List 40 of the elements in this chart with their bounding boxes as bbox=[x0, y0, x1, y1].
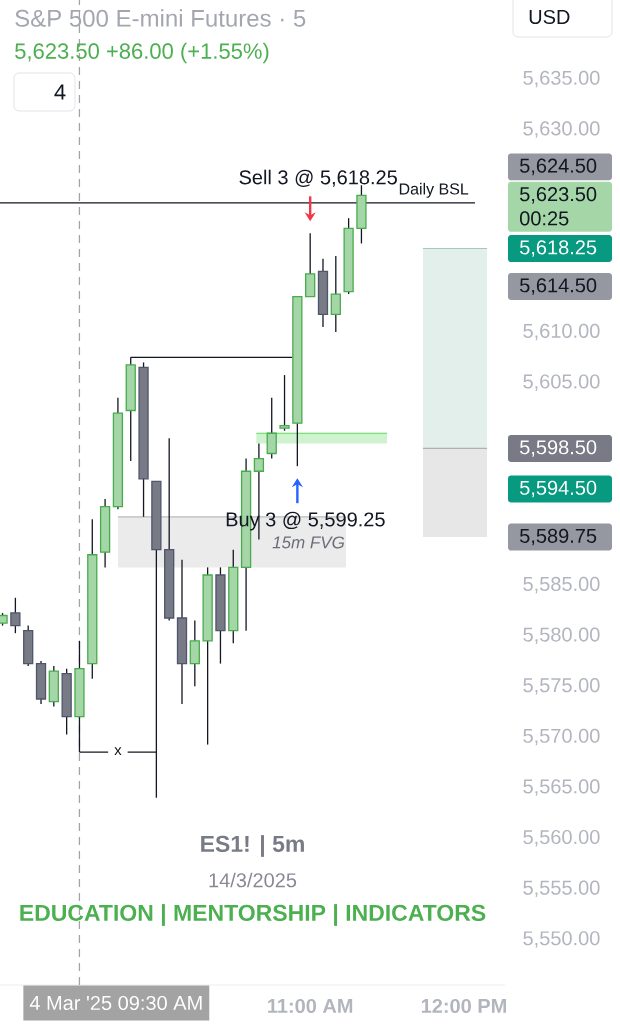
candlestick bbox=[330, 255, 341, 333]
candlestick bbox=[266, 397, 277, 460]
y-tick-label: 5,585.00 bbox=[523, 576, 600, 594]
annotation: x bbox=[114, 747, 122, 756]
text: USD bbox=[529, 9, 570, 25]
annotation: EDUCATION | MENTORSHIP | INDICATORS bbox=[20, 904, 486, 926]
text: 5,623.50 +86.00 (+1.55%) bbox=[15, 42, 269, 64]
annotation: 14/3/2025 bbox=[209, 872, 297, 888]
y-tick-label: 5,623.50 bbox=[520, 187, 597, 204]
chart-title: S&P 500 E-mini Futures · 5 bbox=[15, 9, 306, 27]
y-tick-label: 5,560.00 bbox=[523, 829, 600, 847]
y-tick-label: 5,589.75 bbox=[520, 528, 597, 546]
candlestick bbox=[189, 619, 200, 687]
series-label: 15m FVG bbox=[272, 536, 345, 549]
x-tick-label: 11:00 AM bbox=[268, 998, 353, 1014]
y-tick-label: 5,550.00 bbox=[523, 931, 600, 948]
y-tick-label: 5,618.25 bbox=[520, 240, 597, 257]
y-tick-label: 5,594.50 bbox=[520, 480, 597, 498]
candlestick bbox=[10, 597, 21, 634]
y-tick-label: 5,605.00 bbox=[523, 374, 600, 391]
y-tick-label: 5,610.00 bbox=[523, 323, 600, 341]
candlestick bbox=[305, 232, 316, 298]
y-tick-label: 5,565.00 bbox=[523, 779, 600, 796]
annotation: 4 bbox=[54, 84, 66, 100]
y-tick-label: 5,614.50 bbox=[520, 278, 597, 295]
y-tick-label: 5,580.00 bbox=[523, 627, 600, 644]
y-tick-label: 5,630.00 bbox=[523, 121, 600, 138]
y-tick-label: 5,575.00 bbox=[523, 678, 600, 695]
text: 00:25 bbox=[519, 211, 569, 226]
y-tick-label: 5,555.00 bbox=[523, 880, 600, 898]
y-tick-label: 5,598.50 bbox=[520, 440, 597, 457]
annotation: Sell 3 @ 5,618.25 bbox=[239, 169, 397, 187]
y-tick-label: 5,570.00 bbox=[523, 728, 600, 746]
y-tick-label: 5,635.00 bbox=[523, 70, 600, 88]
ref-line-label: 4 Mar '25 09:30 AM bbox=[29, 995, 202, 1011]
text: 5,624.50 bbox=[520, 158, 597, 176]
annotation: ES1! | 5m bbox=[201, 835, 304, 857]
candlestick bbox=[279, 374, 290, 432]
ref-line-label: Daily BSL bbox=[399, 182, 469, 198]
x-tick-label: 12:00 PM bbox=[421, 998, 506, 1014]
